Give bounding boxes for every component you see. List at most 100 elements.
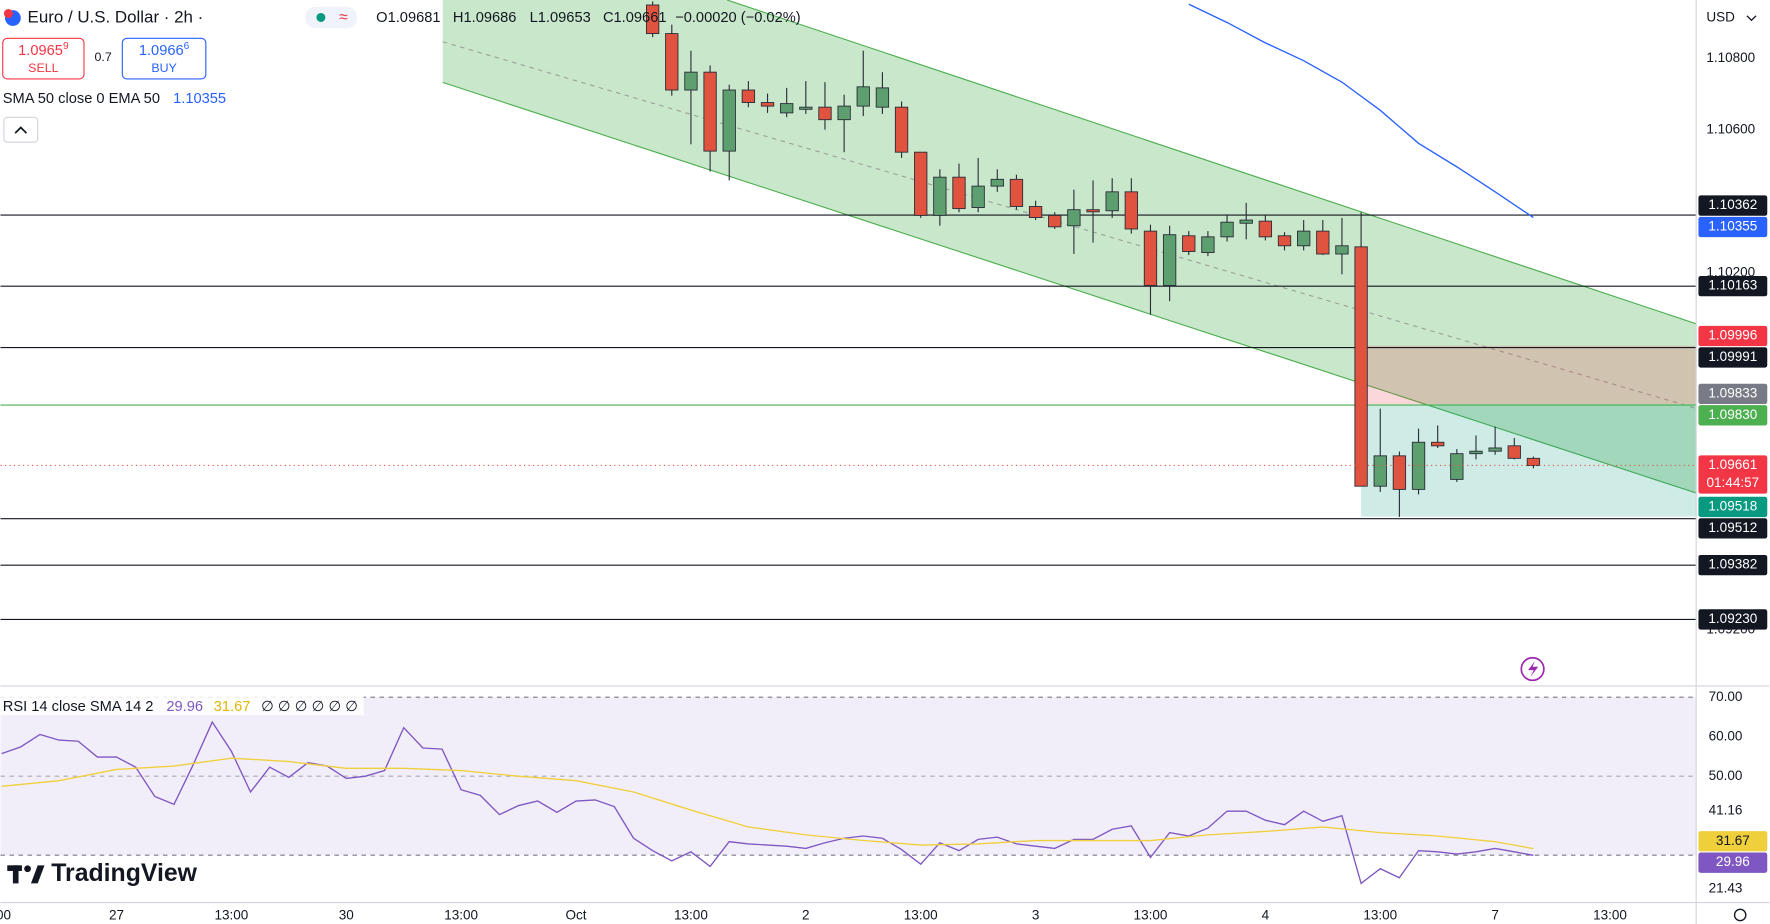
channel-upper <box>726 0 1697 325</box>
symbol-icon <box>3 9 13 19</box>
candle-body <box>665 33 679 91</box>
settings-icon[interactable] <box>1733 908 1747 922</box>
candle-body <box>952 176 966 210</box>
parallel-channel <box>442 0 1697 494</box>
legend-open: O1.09681 <box>376 10 440 26</box>
candle-body <box>1048 214 1062 228</box>
level-label: 1.09382 <box>1708 557 1757 572</box>
candle-body <box>1450 453 1464 480</box>
y-tick-label: 60.00 <box>1709 728 1743 743</box>
candle-body <box>1067 209 1081 227</box>
current-price-label: 01:44:57 <box>1707 475 1760 490</box>
rsi-legend: RSI 14 close SMA 14 2 <box>3 699 154 715</box>
series-line <box>1 757 1534 850</box>
legend-change: −0.00020 (−0.02%) <box>675 10 801 26</box>
x-tick-label: 13:00 <box>1363 908 1397 923</box>
price-label-bg <box>1698 383 1768 405</box>
currency-button[interactable] <box>1699 4 1765 32</box>
level-label: 1.09512 <box>1708 520 1757 535</box>
candle-body <box>1373 455 1387 487</box>
x-tick-label: 2 <box>802 908 810 923</box>
logo-mark <box>24 865 31 873</box>
candle-body <box>780 103 794 114</box>
rsi-sma-legend-value: 31.67 <box>214 699 251 715</box>
plot <box>0 1 1697 885</box>
buy-button[interactable] <box>121 37 207 80</box>
market-status <box>316 12 326 22</box>
spread: 0.7 <box>95 50 112 64</box>
y-tick-label: 70.00 <box>1709 689 1743 704</box>
buy-label[interactable]: BUY <box>151 61 177 75</box>
x-tick-label: 13:00 <box>444 908 478 923</box>
event-icon-bolt <box>1528 661 1539 677</box>
currency[interactable]: USD <box>1706 10 1735 25</box>
level-label: 1.09991 <box>1708 349 1757 364</box>
candle-body <box>875 87 890 108</box>
legend-low: L1.09653 <box>530 10 591 26</box>
sell-price-main[interactable]: 1.0965 <box>18 43 63 59</box>
x-tick-label: 13:00 <box>904 908 938 923</box>
price-label-bg <box>1698 496 1768 518</box>
indicator-value: 1.10355 <box>173 91 226 107</box>
candle-body <box>1526 457 1541 466</box>
event-icon[interactable] <box>1520 656 1545 682</box>
buy-price-pip[interactable]: 6 <box>184 41 190 52</box>
candle-body <box>1162 234 1177 286</box>
collapse-icon[interactable] <box>14 126 28 134</box>
price-label-bg <box>1698 518 1768 539</box>
candle-body <box>741 89 756 103</box>
axis-labels: 1.108001.106001.102001.098001.092001.103… <box>0 50 1768 923</box>
x-tick-label: 13:00 <box>1593 908 1627 923</box>
logo-mark <box>30 865 45 884</box>
sell-price-pip[interactable]: 9 <box>63 41 69 52</box>
status-icon: ≈ <box>339 9 348 26</box>
sell-label[interactable]: SELL <box>28 61 58 75</box>
candle-body <box>1469 450 1483 455</box>
sell-button[interactable] <box>2 37 85 80</box>
buy-price-main[interactable]: 1.0966 <box>139 43 184 59</box>
candle-body <box>1431 441 1445 447</box>
sell-price[interactable]: 1.09659 <box>18 41 69 59</box>
candle-body <box>1182 235 1196 252</box>
collapse-button[interactable] <box>3 116 39 143</box>
x-tick-label: Oct <box>566 908 587 923</box>
series-value-label: 29.96 <box>1716 854 1750 869</box>
price-label-bg <box>1698 325 1768 347</box>
candle-body <box>1124 191 1138 230</box>
candle-body <box>818 106 832 121</box>
candle-body <box>1239 219 1253 224</box>
target-label: 1.09518 <box>1708 498 1757 513</box>
price-label-bg <box>1698 455 1768 494</box>
level-label: 1.10362 <box>1708 197 1757 212</box>
rsi-legend-extra: ∅ ∅ ∅ ∅ ∅ ∅ <box>261 699 358 715</box>
x-tick-label: 30 <box>339 908 354 923</box>
candle-body <box>799 106 813 110</box>
price-label-bg <box>1698 852 1768 873</box>
candle-body <box>837 105 851 121</box>
y-tick-label: 21.43 <box>1709 881 1743 896</box>
buy-price[interactable]: 1.09666 <box>139 41 190 59</box>
rsi-legend-bg <box>0 690 364 716</box>
y-tick-label: 1.10800 <box>1706 50 1755 65</box>
price-label-bg <box>1698 347 1768 368</box>
legend-high: H1.09686 <box>453 10 517 26</box>
candle-body <box>1335 245 1349 255</box>
channel-lower <box>442 81 1697 494</box>
candle-body <box>1354 246 1368 487</box>
level-label: 1.09230 <box>1708 611 1757 626</box>
candle-body <box>1201 236 1215 254</box>
y-tick-label: 41.16 <box>1709 803 1743 818</box>
currency-chevron[interactable] <box>1746 15 1757 22</box>
y-tick-label: 1.10600 <box>1706 122 1755 137</box>
candle-body <box>703 71 717 152</box>
candle-body <box>1488 447 1502 452</box>
status-pill <box>305 6 357 29</box>
price-label-bg <box>1698 275 1768 297</box>
indicator-legend: SMA 50 close 0 EMA 50 <box>3 91 160 107</box>
candle-body <box>1392 455 1407 490</box>
price-label-bg <box>1698 609 1768 630</box>
candle-body <box>1297 230 1311 247</box>
y-tick-label: 50.00 <box>1709 768 1743 783</box>
